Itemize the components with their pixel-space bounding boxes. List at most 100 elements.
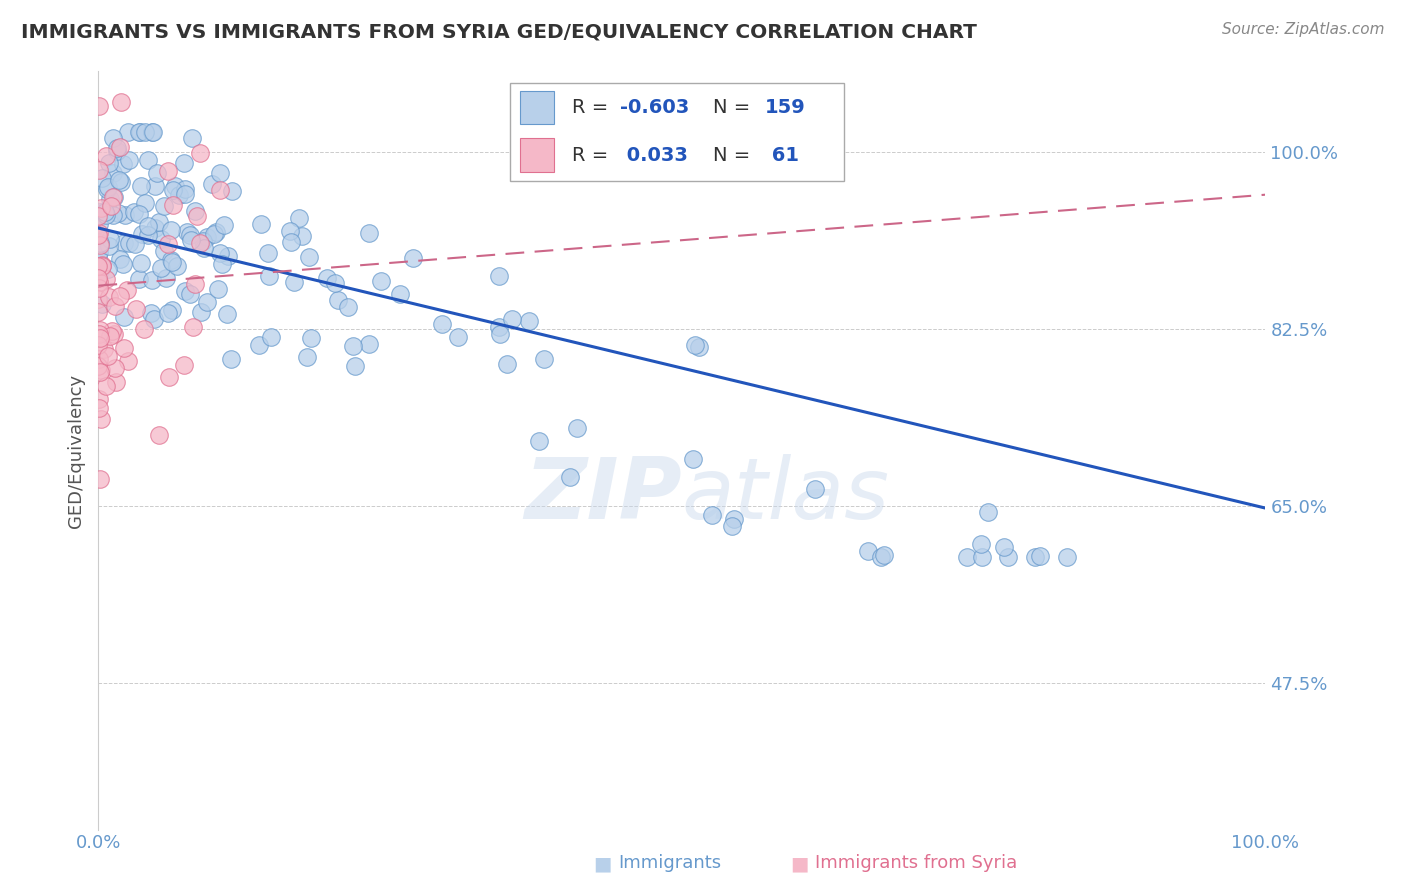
Point <box>110 95 132 109</box>
Point <box>173 156 195 170</box>
Point <box>145 220 167 235</box>
Point <box>972 549 994 564</box>
Point <box>247 338 270 352</box>
Point <box>94 205 117 219</box>
Point <box>87 217 110 231</box>
Point <box>89 244 111 259</box>
Point <box>87 210 110 224</box>
Point <box>283 275 305 289</box>
Point <box>91 258 114 272</box>
Point <box>87 351 110 366</box>
Point <box>298 250 321 264</box>
Point <box>186 209 208 223</box>
Point <box>87 271 110 285</box>
Point <box>193 241 215 255</box>
Point <box>143 179 166 194</box>
Point <box>184 277 207 291</box>
Point <box>278 223 301 237</box>
Point <box>201 177 224 191</box>
Point <box>1024 549 1046 564</box>
Point <box>159 223 181 237</box>
Point <box>288 211 311 225</box>
Point <box>533 351 555 366</box>
Point <box>103 327 125 342</box>
Point <box>87 392 110 406</box>
Point <box>108 173 131 187</box>
Point <box>160 303 183 318</box>
Point <box>96 181 118 195</box>
Text: 159: 159 <box>765 98 806 118</box>
Point <box>101 131 124 145</box>
Point <box>191 234 214 248</box>
Point <box>87 359 110 373</box>
Text: R =: R = <box>572 98 614 118</box>
Point <box>249 218 271 232</box>
Point <box>89 208 111 222</box>
Point <box>104 299 127 313</box>
Point <box>153 199 176 213</box>
Text: N =: N = <box>713 98 756 118</box>
Y-axis label: GED/Equivalency: GED/Equivalency <box>66 374 84 527</box>
Point <box>110 175 132 189</box>
Point <box>87 275 110 289</box>
Point <box>688 339 710 353</box>
Point <box>96 379 118 393</box>
Point <box>128 125 150 139</box>
Point <box>167 188 190 202</box>
Point <box>104 361 127 376</box>
Point <box>173 284 195 298</box>
Point <box>870 549 893 564</box>
Point <box>134 125 156 139</box>
Point <box>98 239 121 253</box>
Point <box>90 202 112 216</box>
Point <box>94 148 117 162</box>
Point <box>215 308 238 322</box>
Point <box>141 273 163 287</box>
Point <box>702 508 724 523</box>
Point <box>162 183 184 197</box>
Point <box>195 230 218 244</box>
Point <box>87 337 110 351</box>
Point <box>156 164 179 178</box>
Point <box>157 369 180 384</box>
Point <box>87 226 110 240</box>
Point <box>89 365 111 379</box>
Text: ■: ■ <box>790 854 808 873</box>
Text: 61: 61 <box>765 145 799 165</box>
Point <box>496 357 519 371</box>
Point <box>316 271 339 285</box>
Point <box>112 235 135 250</box>
FancyBboxPatch shape <box>520 91 554 124</box>
Point <box>256 246 278 260</box>
Point <box>183 204 205 219</box>
Point <box>125 302 148 317</box>
Point <box>682 451 704 466</box>
Point <box>128 125 150 139</box>
Point <box>87 259 110 273</box>
Point <box>721 518 744 533</box>
Point <box>221 184 243 198</box>
Point <box>146 166 169 180</box>
Point <box>156 236 179 251</box>
Point <box>683 338 706 352</box>
Point <box>112 157 135 171</box>
Point <box>970 537 993 551</box>
Point <box>89 331 111 345</box>
Point <box>997 549 1019 564</box>
Point <box>173 187 195 202</box>
Text: IMMIGRANTS VS IMMIGRANTS FROM SYRIA GED/EQUIVALENCY CORRELATION CHART: IMMIGRANTS VS IMMIGRANTS FROM SYRIA GED/… <box>21 22 977 41</box>
Point <box>723 512 745 526</box>
Point <box>101 166 124 180</box>
Point <box>98 329 121 343</box>
Text: atlas: atlas <box>682 454 890 538</box>
Point <box>430 317 453 331</box>
Point <box>297 350 319 364</box>
Point <box>118 236 141 251</box>
Point <box>89 264 111 278</box>
Point <box>873 549 896 563</box>
Point <box>89 235 111 250</box>
Point <box>501 312 523 326</box>
Point <box>89 204 111 219</box>
Point <box>134 195 156 210</box>
Point <box>114 208 136 222</box>
